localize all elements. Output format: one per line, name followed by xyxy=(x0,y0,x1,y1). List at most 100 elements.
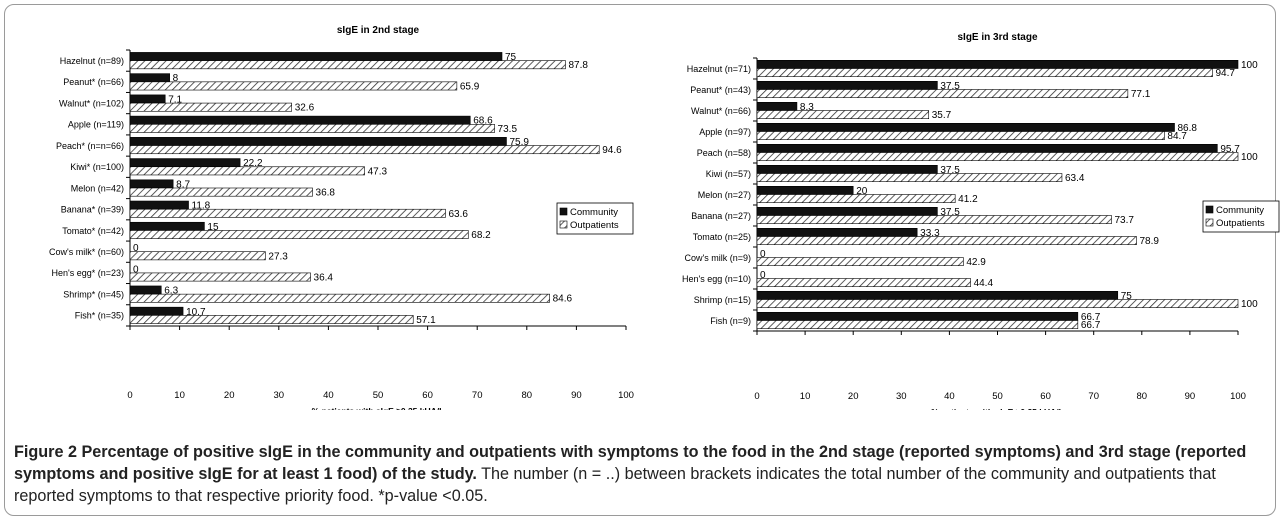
data-label: 44.4 xyxy=(974,278,994,289)
charts-area: sIgE in 2nd stage0102030405060708090100%… xyxy=(49,25,1280,410)
legend-swatch-outpatients xyxy=(1205,218,1214,227)
x-tick-label: 40 xyxy=(323,390,334,401)
bar-community xyxy=(129,115,471,125)
legend-label-outpatients: Outpatients xyxy=(570,220,619,231)
legend: Community Outpatients xyxy=(1202,200,1280,233)
data-label: 42.9 xyxy=(966,257,986,268)
category-label: Hen's egg (n=10) xyxy=(682,274,751,284)
data-label: 63.6 xyxy=(448,209,468,220)
bar-outpatients xyxy=(756,236,1137,245)
data-label: 57.1 xyxy=(416,315,436,326)
data-label: 15 xyxy=(207,222,219,233)
data-label: 73.5 xyxy=(498,124,518,135)
bar-community xyxy=(129,285,162,295)
x-tick-label: 0 xyxy=(127,390,132,401)
data-label: 22.2 xyxy=(243,158,263,169)
bar-community xyxy=(756,165,938,174)
x-axis-title: % patients with sIgE ≥0.35 kUA/L xyxy=(312,406,445,410)
chart-3rd-stage: sIgE in 3rd stage 0 10 20 30 40 50 60 70 80 90 100%… xyxy=(682,32,1280,410)
category-label: Kiwi* (n=100) xyxy=(70,162,124,172)
bar-community xyxy=(129,137,507,146)
category-label: Banana* (n=39) xyxy=(61,205,124,215)
category-label: Shrimp (n=15) xyxy=(694,295,751,305)
bar-community xyxy=(756,207,938,216)
x-tick-label: 20 xyxy=(848,391,859,402)
bar-outpatients xyxy=(129,251,266,261)
data-label: 68.6 xyxy=(473,116,493,127)
x-tick-label: 50 xyxy=(373,390,384,401)
caption-title: Figure 2 Percentage of positive sIgE in … xyxy=(14,443,1247,483)
data-label: 75 xyxy=(505,52,517,63)
data-label: 75.9 xyxy=(509,137,529,148)
bar-community xyxy=(756,81,938,90)
figure-frame xyxy=(4,4,1276,516)
data-label: 41.2 xyxy=(958,194,978,205)
x-tick-label: 20 xyxy=(224,390,235,401)
data-label: 8.3 xyxy=(800,102,814,113)
data-label: 35.7 xyxy=(932,110,952,121)
legend-swatch-outpatients xyxy=(559,220,568,229)
bar-outpatients xyxy=(129,145,600,155)
category-label: Cow's milk* (n=60) xyxy=(49,247,124,257)
legend-swatch-community xyxy=(1205,205,1214,214)
category-label: Cow's milk (n=9) xyxy=(685,253,751,263)
category-label: Hazelnut (n=71) xyxy=(687,64,751,74)
data-label: 95.7 xyxy=(1220,144,1240,155)
category-label: Melon (n=42) xyxy=(71,183,124,193)
category-label: Hazelnut (n=89) xyxy=(60,56,124,66)
data-label: 65.9 xyxy=(460,81,480,92)
bar-outpatients xyxy=(129,315,414,324)
category-label: Peanut* (n=43) xyxy=(690,85,751,95)
x-tick-label: 0 xyxy=(754,391,759,402)
bar-outpatients xyxy=(129,187,313,197)
data-label: 77.1 xyxy=(1131,89,1151,100)
bar-community xyxy=(756,290,1119,300)
category-label: Hen's egg* (n=23) xyxy=(51,268,124,278)
category-label: Kiwi (n=57) xyxy=(706,169,751,179)
bar-outpatients xyxy=(756,257,964,266)
bar-community xyxy=(129,73,170,83)
bar-community xyxy=(129,94,166,104)
legend-swatch-community xyxy=(559,207,568,216)
legend-label-outpatients: Outpatients xyxy=(1216,218,1265,229)
bar-outpatients xyxy=(756,278,971,287)
bar-outpatients xyxy=(129,102,292,112)
bar-outpatients xyxy=(756,320,1079,329)
legend-label-community: Community xyxy=(570,207,618,218)
data-label: 68.2 xyxy=(471,230,491,241)
bar-community xyxy=(129,52,503,61)
data-label: 0 xyxy=(760,249,766,260)
data-label: 36.4 xyxy=(314,273,334,284)
bar-community xyxy=(129,306,184,316)
chart-title: sIgE in 3rd stage xyxy=(957,32,1037,43)
legend-label-community: Community xyxy=(1216,205,1264,216)
data-label: 84.6 xyxy=(553,294,573,305)
data-label: 0 xyxy=(133,264,139,275)
chart-2nd-stage: sIgE in 2nd stage0102030405060708090100%… xyxy=(49,25,634,410)
bar-outpatients xyxy=(129,230,469,239)
bar-outpatients xyxy=(756,110,930,119)
data-label: 37.5 xyxy=(940,81,960,92)
category-label: Peanut* (n=66) xyxy=(63,77,124,87)
data-label: 36.8 xyxy=(316,188,336,199)
data-label: 73.7 xyxy=(1114,215,1134,226)
bar-outpatients xyxy=(756,89,1129,98)
bar-outpatients xyxy=(756,152,1239,161)
x-tick-label: 100 xyxy=(618,390,634,401)
x-tick-label: 80 xyxy=(522,390,533,401)
data-label: 33.3 xyxy=(920,228,940,239)
bar-community xyxy=(756,102,798,111)
x-tick-label: 90 xyxy=(571,390,582,401)
category-label: Shrimp* (n=45) xyxy=(63,289,124,299)
bar-community xyxy=(129,179,174,189)
data-label: 100 xyxy=(1241,299,1258,310)
bar-outpatients xyxy=(129,208,446,218)
x-tick-label: 10 xyxy=(800,391,811,402)
bar-community xyxy=(756,59,1239,69)
bar-community xyxy=(756,123,1175,132)
data-label: 11.8 xyxy=(192,201,211,212)
data-label: 27.3 xyxy=(268,251,288,262)
data-label: 100 xyxy=(1241,152,1258,163)
data-label: 0 xyxy=(133,243,139,254)
bar-community xyxy=(756,311,1079,321)
